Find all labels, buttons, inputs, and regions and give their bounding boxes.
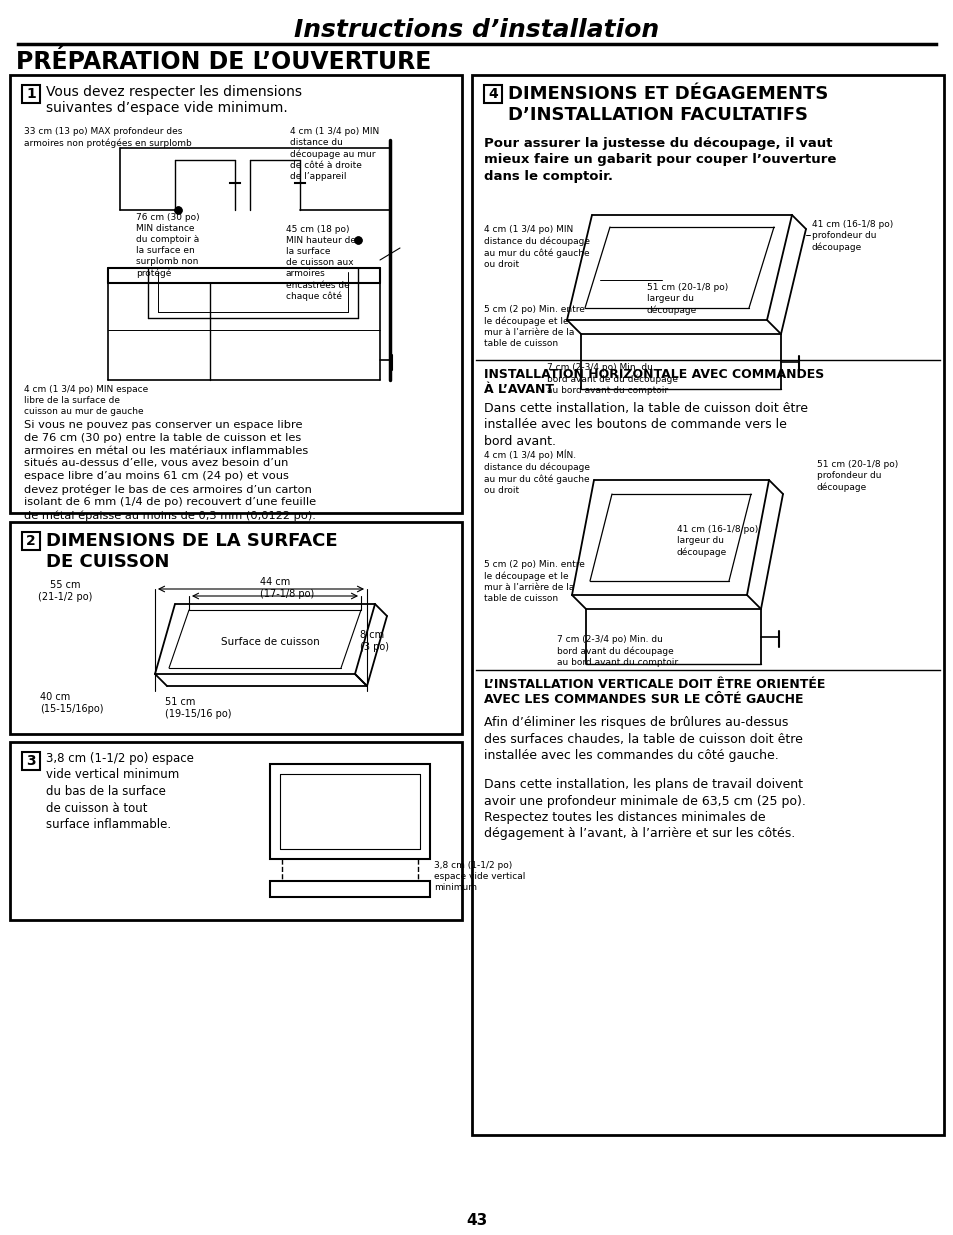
- Text: 3,8 cm (1-1/2 po)
espace vide vertical
minimum: 3,8 cm (1-1/2 po) espace vide vertical m…: [434, 861, 525, 892]
- Text: 8 cm
(3 po): 8 cm (3 po): [359, 630, 389, 652]
- Bar: [270, 881, 430, 897]
- Text: 55 cm
(21-1/2 po): 55 cm (21-1/2 po): [38, 580, 92, 603]
- Text: 7 cm (2-3/4 po) Min. du
bord avant de du découpage
au bord avant du comptoir: 7 cm (2-3/4 po) Min. du bord avant de du…: [546, 363, 678, 395]
- Bar: [472, 75, 943, 1135]
- Text: 51 cm
(19-15/16 po): 51 cm (19-15/16 po): [165, 697, 232, 720]
- Text: 41 cm (16-1/8 po)
largeur du
découpage: 41 cm (16-1/8 po) largeur du découpage: [677, 525, 758, 557]
- Text: 76 cm (30 po)
MIN distance
du comptoir à
la surface en
surplomb non
protégé: 76 cm (30 po) MIN distance du comptoir à…: [136, 212, 199, 278]
- Text: 4 cm (1 3/4 po) MÍN.
distance du découpage
au mur du côté gauche
ou droit: 4 cm (1 3/4 po) MÍN. distance du découpa…: [483, 450, 589, 495]
- Text: 40 cm
(15-15/16po): 40 cm (15-15/16po): [40, 692, 103, 714]
- Text: Si vous ne pouvez pas conserver un espace libre
de 76 cm (30 po) entre la table : Si vous ne pouvez pas conserver un espac…: [24, 420, 315, 521]
- Bar: [10, 742, 461, 920]
- Bar: [270, 764, 430, 860]
- Text: 51 cm (20-1/8 po)
largeur du
découpage: 51 cm (20-1/8 po) largeur du découpage: [646, 283, 727, 315]
- Text: 4 cm (1 3/4 po) MIN espace
libre de la surface de
cuisson au mur de gauche: 4 cm (1 3/4 po) MIN espace libre de la s…: [24, 385, 148, 416]
- Text: 2: 2: [26, 534, 36, 548]
- Text: 1: 1: [26, 86, 36, 101]
- Text: Pour assurer la justesse du découpage, il vaut
mieux faire un gabarit pour coupe: Pour assurer la justesse du découpage, i…: [483, 137, 836, 183]
- Text: 7 cm (2-3/4 po) Min. du
bord avant du découpage
au bord avant du comptoir: 7 cm (2-3/4 po) Min. du bord avant du dé…: [557, 635, 678, 667]
- Text: INSTALLATION HORIZONTALE AVEC COMMANDES
À L’AVANT: INSTALLATION HORIZONTALE AVEC COMMANDES …: [483, 368, 823, 396]
- Text: 33 cm (13 po) MAX profondeur des
armoires non protégées en surplomb: 33 cm (13 po) MAX profondeur des armoire…: [24, 127, 192, 148]
- Text: 51 cm (20-1/8 po)
profondeur du
découpage: 51 cm (20-1/8 po) profondeur du découpag…: [816, 459, 898, 492]
- Bar: [10, 522, 461, 734]
- Text: 5 cm (2 po) Min. entre
le découpage et le
mur à l’arrière de la
table de cuisson: 5 cm (2 po) Min. entre le découpage et l…: [483, 559, 584, 603]
- Bar: [22, 532, 40, 550]
- Text: 5 cm (2 po) Min. entre
le découpage et le
mur à l’arrière de la
table de cuisson: 5 cm (2 po) Min. entre le découpage et l…: [483, 305, 584, 348]
- Text: Afin d’éliminer les risques de brûlures au-dessus
des surfaces chaudes, la table: Afin d’éliminer les risques de brûlures …: [483, 716, 802, 762]
- Text: 44 cm
(17-1/8 po): 44 cm (17-1/8 po): [260, 577, 314, 599]
- Text: Instructions d’installation: Instructions d’installation: [294, 19, 659, 42]
- Text: 41 cm (16-1/8 po)
profondeur du
découpage: 41 cm (16-1/8 po) profondeur du découpag…: [811, 220, 892, 252]
- Text: 3,8 cm (1-1/2 po) espace
vide vertical minimum
du bas de la surface
de cuisson à: 3,8 cm (1-1/2 po) espace vide vertical m…: [46, 752, 193, 831]
- Bar: [483, 85, 501, 103]
- Text: L’INSTALLATION VERTICALE DOIT ÊTRE ORIENTÉE
AVEC LES COMMANDES SUR LE CÔTÉ GAUCH: L’INSTALLATION VERTICALE DOIT ÊTRE ORIEN…: [483, 678, 824, 706]
- Text: 4 cm (1 3/4 po) MIN
distance du
découpage au mur
de côté à droite
de l’appareil: 4 cm (1 3/4 po) MIN distance du découpag…: [290, 127, 379, 182]
- Text: Dans cette installation, la table de cuisson doit être
installée avec les bouton: Dans cette installation, la table de cui…: [483, 403, 807, 448]
- Text: PRÉPARATION DE L’OUVERTURE: PRÉPARATION DE L’OUVERTURE: [16, 49, 431, 74]
- Text: 45 cm (18 po)
MIN hauteur de
la surface
de cuisson aux
armoires
encastrées de
ch: 45 cm (18 po) MIN hauteur de la surface …: [286, 225, 355, 301]
- Bar: [10, 75, 461, 513]
- Text: Surface de cuisson: Surface de cuisson: [220, 637, 319, 647]
- Text: Dans cette installation, les plans de travail doivent
avoir une profondeur minim: Dans cette installation, les plans de tr…: [483, 778, 805, 841]
- Text: DIMENSIONS ET DÉGAGEMENTS
D’INSTALLATION FACULTATIFS: DIMENSIONS ET DÉGAGEMENTS D’INSTALLATION…: [507, 85, 827, 124]
- Text: DIMENSIONS DE LA SURFACE
DE CUISSON: DIMENSIONS DE LA SURFACE DE CUISSON: [46, 532, 337, 571]
- Text: 43: 43: [466, 1213, 487, 1228]
- Text: 4 cm (1 3/4 po) MIN
distance du découpage
au mur du côté gauche
ou droit: 4 cm (1 3/4 po) MIN distance du découpag…: [483, 225, 589, 268]
- Bar: [22, 752, 40, 769]
- Text: 3: 3: [26, 755, 36, 768]
- Bar: [22, 85, 40, 103]
- Text: Vous devez respecter les dimensions
suivantes d’espace vide minimum.: Vous devez respecter les dimensions suiv…: [46, 85, 302, 115]
- Text: 4: 4: [488, 86, 497, 101]
